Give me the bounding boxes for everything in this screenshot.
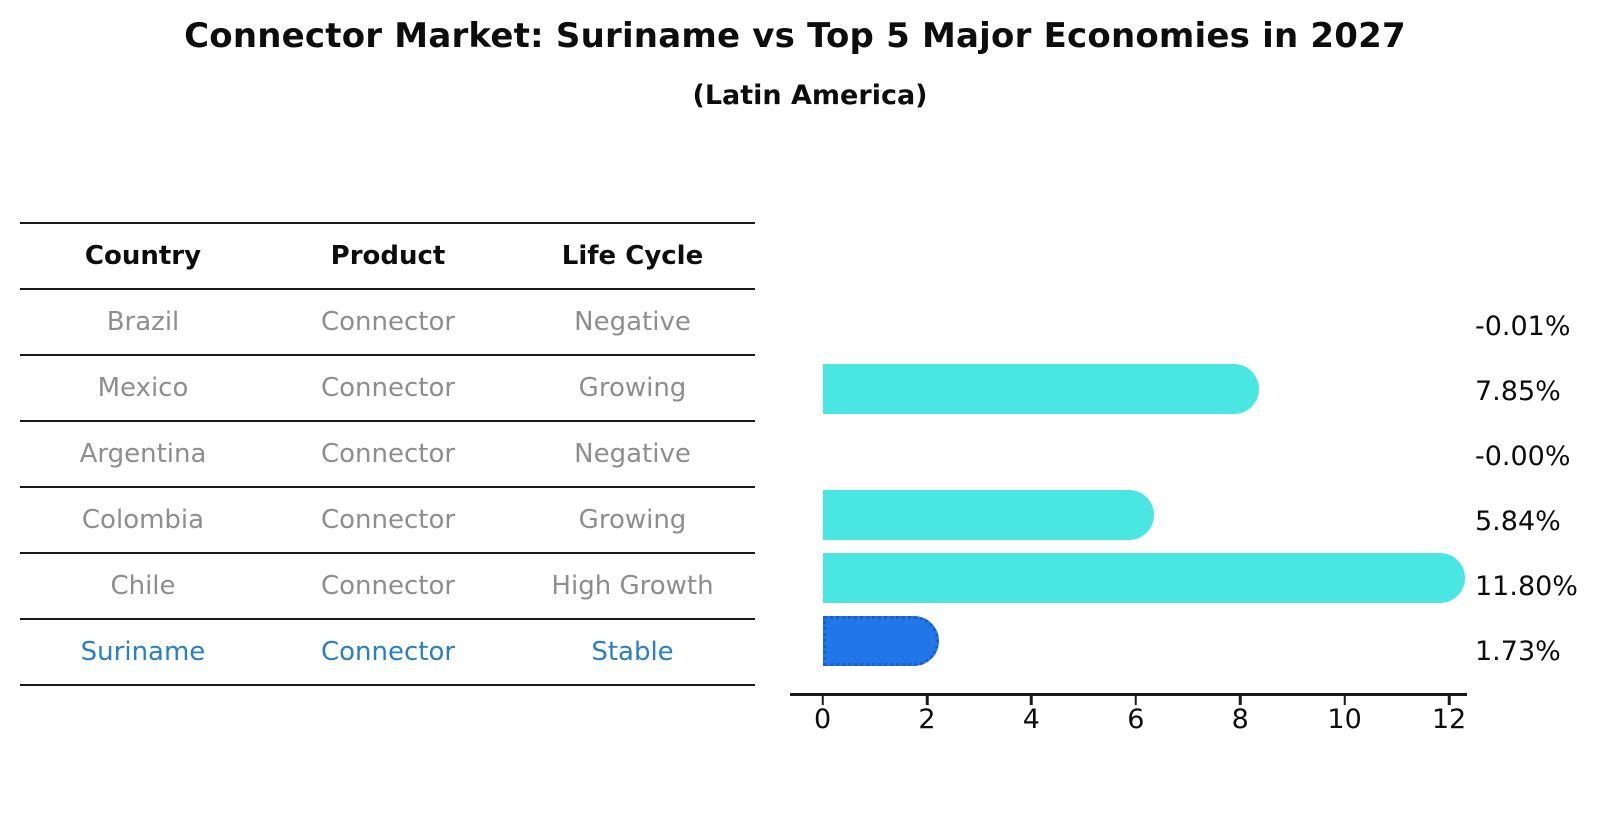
- x-axis-tick-label: 12: [1431, 704, 1467, 735]
- cell-product: Connector: [320, 571, 456, 601]
- value-label-colombia: 5.84%: [1475, 506, 1561, 537]
- cell-country: Chile: [110, 571, 176, 601]
- cell-product: Connector: [320, 637, 456, 667]
- cell-lifecycle: Growing: [578, 505, 687, 535]
- column-header-lifecycle: Life Cycle: [561, 241, 704, 271]
- column-header-product: Product: [330, 241, 446, 271]
- cell-product: Connector: [320, 505, 456, 535]
- value-label-argentina: -0.00%: [1475, 441, 1571, 472]
- bar-mexico: [823, 364, 1259, 414]
- x-axis-tick-label: 4: [1022, 704, 1040, 735]
- x-axis-tick: [1134, 696, 1138, 705]
- column-header-country: Country: [84, 241, 202, 271]
- cell-lifecycle: Stable: [591, 637, 674, 667]
- x-axis-line: [790, 693, 1467, 696]
- x-axis-tick: [1030, 696, 1033, 705]
- cell-country: Argentina: [79, 439, 207, 469]
- chart-subtitle: (Latin America): [692, 80, 928, 111]
- chart-title: Connector Market: Suriname vs Top 5 Majo…: [184, 16, 1406, 56]
- table-row-mexico: Mexico Connector Growing: [20, 356, 755, 422]
- cell-product: Connector: [320, 373, 456, 403]
- table-row-suriname-highlighted: Suriname Connector Stable: [20, 620, 755, 686]
- country-table: Country Product Life Cycle Brazil Connec…: [20, 222, 755, 686]
- cell-lifecycle: High Growth: [551, 571, 714, 601]
- table-row-argentina: Argentina Connector Negative: [20, 422, 755, 488]
- bar-suriname-highlighted: [823, 616, 940, 666]
- cell-product: Connector: [320, 439, 456, 469]
- table-row-colombia: Colombia Connector Growing: [20, 488, 755, 554]
- value-label-suriname: 1.73%: [1475, 636, 1561, 667]
- x-axis-tick-label: 2: [918, 704, 936, 735]
- bar-colombia: [823, 490, 1154, 540]
- x-axis-tick: [1447, 696, 1451, 705]
- cell-lifecycle: Negative: [574, 439, 691, 469]
- table-row-brazil: Brazil Connector Negative: [20, 290, 755, 356]
- value-label-mexico: 7.85%: [1475, 376, 1561, 407]
- cell-country: Mexico: [97, 373, 189, 403]
- cell-country: Suriname: [80, 637, 206, 667]
- x-axis-tick-label: 10: [1327, 704, 1362, 735]
- cell-product: Connector: [320, 307, 456, 337]
- table-header-row: Country Product Life Cycle: [20, 224, 755, 290]
- x-axis-tick-label: 0: [814, 704, 832, 735]
- x-axis-tick: [1238, 696, 1242, 705]
- bar-chile: [823, 553, 1465, 603]
- cell-country: Colombia: [81, 505, 205, 535]
- x-axis-tick: [821, 696, 824, 705]
- cell-country: Brazil: [106, 307, 180, 337]
- cell-lifecycle: Growing: [578, 373, 687, 403]
- value-label-chile: 11.80%: [1475, 571, 1578, 602]
- cell-lifecycle: Negative: [574, 307, 691, 337]
- x-axis-tick: [1343, 696, 1346, 705]
- x-axis-tick-label: 6: [1127, 704, 1145, 735]
- table-row-chile: Chile Connector High Growth: [20, 554, 755, 620]
- x-axis-tick-label: 8: [1231, 704, 1249, 735]
- x-axis-tick: [925, 696, 929, 705]
- value-label-brazil: -0.01%: [1475, 311, 1571, 342]
